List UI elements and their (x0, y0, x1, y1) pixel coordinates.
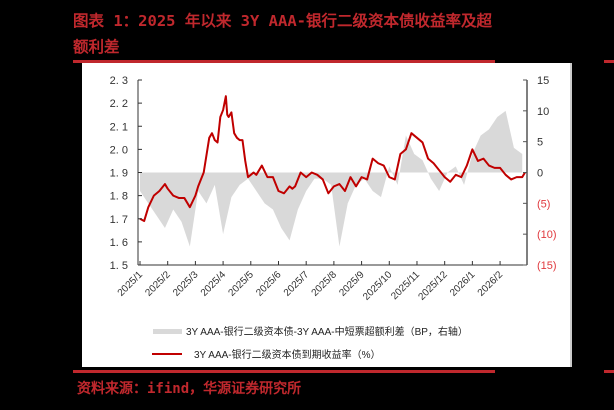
left-tick-label: 1. 8 (110, 191, 128, 203)
x-tick-label: 2025/3 (171, 269, 201, 299)
spread-area (140, 110, 523, 247)
x-tick-label: 2025/6 (254, 269, 284, 299)
chart-svg: 1. 5 1. 6 1. 7 1. 8 1. 9 2. 0 2. 1 2. 2 2. 3 15 10… (110, 75, 557, 361)
legend-area-label: 3Y AAA-银行二级资本债-3Y AAA-中短票超额利差（BP，右轴） (186, 325, 468, 338)
x-tick-label: 2026/1 (448, 269, 478, 299)
legend-area-swatch (153, 329, 182, 334)
left-tick-label: 1. 6 (110, 237, 128, 249)
left-tick-label: 2. 2 (110, 98, 128, 110)
x-tick-label: 2026/2 (476, 269, 506, 299)
right-tick-label: 10 (537, 106, 549, 118)
legend-line-label: 3Y AAA-银行二级资本债到期收益率（%） (194, 348, 381, 361)
chart-container: 1. 5 1. 6 1. 7 1. 8 1. 9 2. 0 2. 1 2. 2 2. 3 15 10… (82, 63, 572, 367)
x-tick-label: 2025/8 (310, 269, 340, 299)
left-tick-label: 2. 1 (110, 121, 128, 133)
right-tick-label: 0 (537, 168, 543, 180)
right-tick-label: (15) (537, 260, 557, 272)
right-tick-label: 5 (537, 137, 543, 149)
adjacent-rule (604, 60, 614, 63)
x-tick-label: 2025/2 (143, 269, 173, 299)
right-tick-label: (5) (537, 198, 550, 210)
title-rule (73, 60, 495, 63)
left-tick-label: 2. 3 (110, 75, 128, 87)
source-note: 资料来源：ifind，华源证券研究所 (77, 381, 302, 397)
source-rule (73, 370, 495, 373)
figure-title: 图表 1：2025 年以来 3Y AAA-银行二级资本债收益率及超额利差 (73, 12, 492, 56)
right-tick-label: 15 (537, 75, 549, 87)
x-tick-label: 2025/12 (416, 269, 450, 303)
x-tick-label: 2025/10 (361, 269, 395, 303)
x-tick-label: 2025/1 (116, 269, 146, 299)
left-tick-label: 1. 5 (110, 260, 128, 272)
left-tick-label: 1. 9 (110, 168, 128, 180)
x-tick-label: 2025/4 (199, 269, 229, 299)
x-tick-label: 2025/7 (282, 269, 312, 299)
adjacent-source-rule (604, 370, 614, 373)
x-tick-label: 2025/5 (227, 269, 257, 299)
right-tick-label: (10) (537, 229, 557, 241)
left-tick-label: 2. 0 (110, 144, 128, 156)
left-tick-label: 1. 7 (110, 214, 128, 226)
yield-line (139, 95, 526, 223)
